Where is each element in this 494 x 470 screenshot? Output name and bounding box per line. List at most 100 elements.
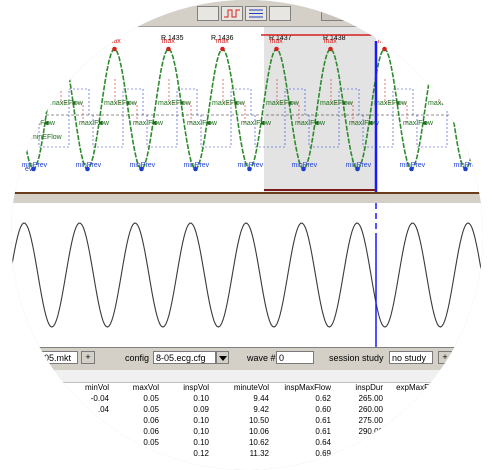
r-peak-label: R 1437 (269, 35, 292, 42)
r-peak-label: R 1435 (161, 35, 184, 42)
control-bar: le 8-05.mkt + config 8-05.ecg.cfg wave #… (11, 347, 483, 371)
max-eflow-label: maxEFlow (428, 100, 462, 107)
min-prev-marker[interactable] (301, 166, 306, 172)
min-prev-marker[interactable] (247, 166, 252, 172)
table-cell: 10.62 (248, 438, 269, 447)
max-iflow-label: maxIFlow (349, 120, 380, 127)
max-eflow-marker (126, 101, 130, 105)
breath-annotation-panel[interactable]: R 1435 R 1436 R 1437 R 1438 max minPrev maxIFl… (11, 27, 483, 192)
max-iflow-marker (315, 121, 319, 125)
table-cell: 0.06 (143, 427, 159, 436)
table-row[interactable]: 0.06 0.10 10.06 0.61 290.00 (51, 426, 441, 437)
min-prev-marker[interactable] (463, 166, 468, 172)
min-prev-marker[interactable] (31, 166, 36, 172)
r-peak-label: R 1438 (323, 35, 346, 42)
table-cell: 0.60 (315, 405, 331, 414)
config-select[interactable]: 8-05.ecg.cfg (153, 351, 216, 364)
table-row[interactable]: 0.06 0.10 10.50 0.61 275.00 (51, 415, 441, 426)
session-study-input[interactable]: no study (389, 351, 433, 364)
config-label: config (125, 353, 150, 363)
column-header[interactable]: maxVol (132, 383, 159, 392)
min-prev-marker[interactable] (85, 166, 90, 172)
max-marker[interactable] (220, 46, 225, 52)
file-input[interactable]: 8-05.mkt (33, 351, 78, 364)
flow-step-trace (438, 79, 462, 123)
config-dropdown-button[interactable] (216, 351, 229, 364)
flow-step-trace (416, 88, 468, 148)
waveform-icon[interactable] (221, 6, 243, 21)
toolbar (11, 0, 483, 27)
column-header[interactable]: expMaxFlow (396, 383, 441, 392)
image-icon[interactable] (269, 6, 291, 21)
breath-metrics-table-area: minVol maxVol inspVol minuteVol inspMaxFlow i… (11, 370, 483, 470)
table-cell: 10.50 (248, 416, 269, 425)
max-marker[interactable] (436, 46, 441, 52)
table-cell: .04 (97, 405, 109, 414)
min-prev-marker[interactable] (409, 166, 414, 172)
max-marker[interactable] (328, 46, 333, 52)
flow-step-trace (384, 79, 408, 123)
selected-breath-region[interactable] (264, 27, 376, 192)
breath-annotation-plot[interactable]: R 1435 R 1436 R 1437 R 1438maxminPrevmaxIFl… (11, 27, 483, 192)
waveform-glyph (224, 9, 240, 18)
max-iflow-marker (477, 121, 481, 125)
max-marker[interactable] (112, 46, 117, 52)
column-header[interactable]: inspVol (183, 383, 209, 392)
file-label: le (23, 353, 31, 363)
flow-step-trace (276, 79, 300, 123)
column-header[interactable]: inspDur (355, 383, 383, 392)
list-icon[interactable] (245, 6, 267, 21)
table-cell: 0.64 (315, 438, 331, 447)
table-cell: 11.32 (249, 449, 269, 458)
max-marker[interactable] (166, 46, 171, 52)
table-cell (51, 415, 109, 426)
min-prev-label: minPrev (76, 162, 102, 169)
flow-step-trace (222, 79, 246, 123)
table-cell: 0.05 (143, 438, 159, 447)
max-marker[interactable] (58, 46, 63, 52)
min-prev-marker[interactable] (355, 166, 360, 172)
session-study-label: session study (329, 353, 384, 363)
max-iflow-label: maxIFlow (187, 120, 218, 127)
max-eflow-label: maxEFlow (104, 100, 138, 107)
file-browse-button[interactable]: + (81, 351, 95, 364)
edge-label: ev (25, 166, 33, 173)
table-cell: 0.69 (315, 449, 331, 458)
max-marker[interactable] (382, 46, 387, 52)
raw-waveform-plot[interactable] (11, 203, 483, 347)
table-row[interactable]: .04 0.05 0.09 9.42 0.60 260.00 -0.5 (51, 404, 441, 415)
column-header[interactable]: minuteVol (233, 383, 269, 392)
table-cell: 0.12 (193, 449, 209, 458)
max-iflow-marker (99, 121, 103, 125)
min-prev-label: minPrev (292, 162, 318, 169)
max-eflow-marker (180, 101, 184, 105)
flow-step-trace (114, 79, 138, 123)
min-prev-label: minPrev (22, 162, 48, 169)
max-label: max (270, 38, 284, 45)
breath-wave-trace (11, 48, 483, 170)
max-marker[interactable] (274, 46, 279, 52)
max-iflow-marker (207, 121, 211, 125)
table-row[interactable]: 0.12 11.32 0.69 (51, 448, 441, 459)
breath-metrics-table: minVol maxVol inspVol minuteVol inspMaxFlow i… (51, 382, 441, 459)
table-cell: 27 (374, 438, 383, 447)
column-header[interactable]: minVol (84, 383, 109, 392)
wave-number-input[interactable]: 0 (276, 351, 314, 364)
session-study-button[interactable]: + (438, 351, 452, 364)
max-iflow-label: maxIFlow (241, 120, 272, 127)
raw-signal-trace (11, 222, 483, 328)
min-prev-marker[interactable] (139, 166, 144, 172)
max-eflow-marker (396, 101, 400, 105)
raw-waveform-panel[interactable] (11, 203, 483, 347)
table-header-bar (11, 370, 483, 383)
chart-icon[interactable] (197, 6, 219, 21)
toolbar-blank-button[interactable] (321, 6, 363, 21)
table-cell (383, 426, 441, 437)
table-cell (51, 426, 109, 437)
table-row[interactable]: -0.04 0.05 0.10 9.44 0.62 265.00 -0.56 (51, 393, 441, 404)
column-header[interactable]: inspMaxFlow (284, 383, 331, 392)
table-cell (383, 448, 441, 459)
min-prev-marker[interactable] (193, 166, 198, 172)
table-row[interactable]: .05 0.05 0.10 10.62 0.64 27 (51, 437, 441, 448)
max-eflow-marker (342, 101, 346, 105)
